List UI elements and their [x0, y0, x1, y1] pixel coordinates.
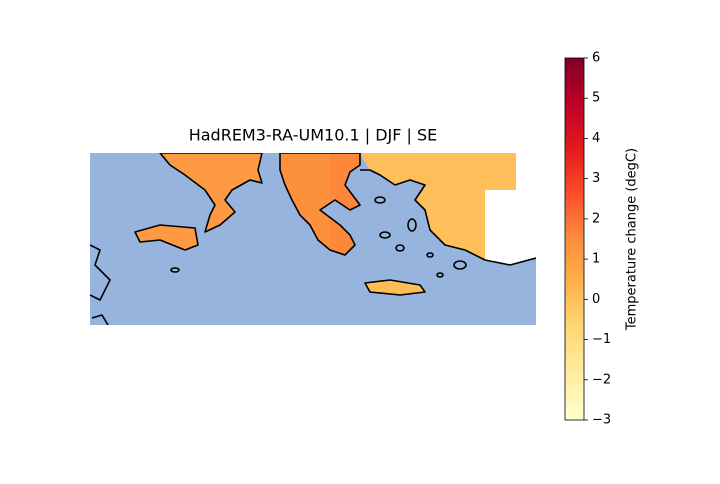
- colorbar-tick-label: −2: [592, 372, 611, 387]
- colorbar-tick-label: 2: [592, 211, 600, 226]
- title: HadREM3-RA-UM10.1 | DJF | SE: [189, 126, 438, 145]
- colorbar: [564, 57, 585, 421]
- colorbar-tick-label: −1: [592, 332, 611, 347]
- coastline: [90, 153, 536, 325]
- colorbar-tick-label: 4: [592, 131, 600, 146]
- map: [90, 153, 536, 325]
- colorbar-tick-label: −3: [592, 413, 611, 428]
- colorbar-label: Temperature change (degC): [625, 148, 640, 331]
- colorbar-tick-label: 5: [592, 91, 600, 106]
- colorbar-tick-label: 6: [592, 51, 600, 66]
- colorbar-tick-label: 3: [592, 171, 600, 186]
- colorbar-tick-label: 0: [592, 292, 600, 307]
- colorbar-tick-label: 1: [592, 252, 600, 267]
- grid-cell: [485, 153, 516, 190]
